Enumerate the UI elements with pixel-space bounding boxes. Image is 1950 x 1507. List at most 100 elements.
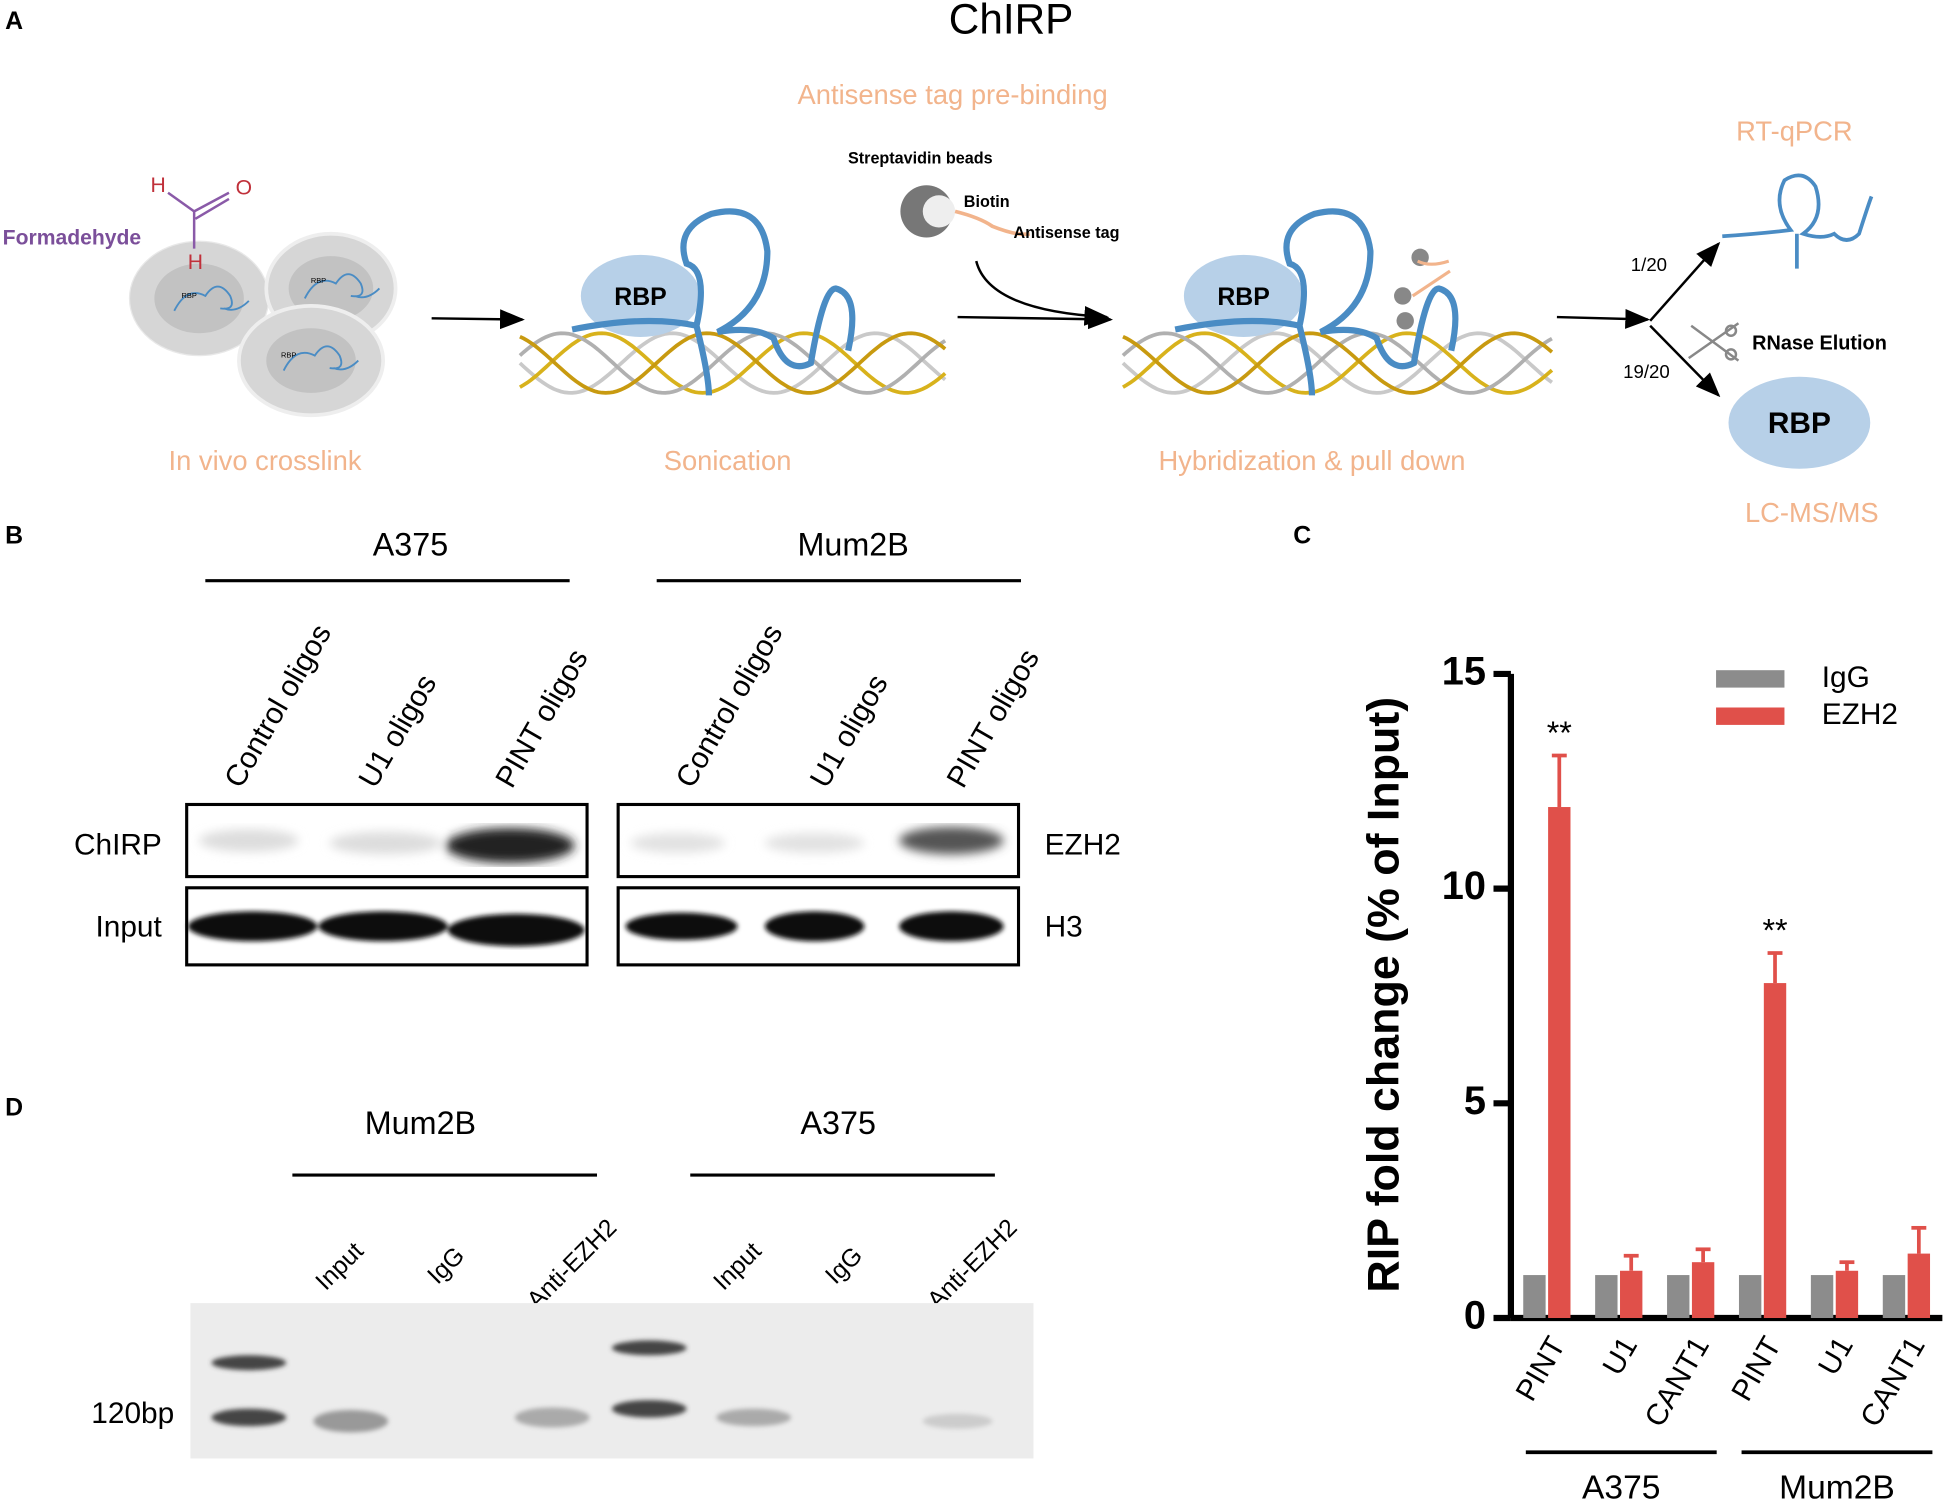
- shape: [211, 1340, 993, 1433]
- dna-strand: [1121, 331, 1554, 395]
- shape: [957, 309, 1114, 330]
- shape: [431, 309, 525, 330]
- shape: [1724, 348, 1738, 361]
- x-tick-label: PINT: [1725, 1331, 1788, 1406]
- dna-strand: [518, 331, 947, 395]
- shape: [185, 886, 589, 967]
- group-label: A375: [1582, 1469, 1660, 1506]
- bar: [1691, 1262, 1715, 1319]
- panel-d: D Mum2B A375 Input IgG Anti-EZH2 Input I…: [5, 1094, 1034, 1459]
- bar: [1810, 1275, 1834, 1319]
- label: Anti-EZH2: [922, 1214, 1023, 1315]
- shape: [1649, 324, 1721, 398]
- shape: [445, 828, 575, 863]
- shape: [190, 1303, 1034, 1459]
- bar: [1738, 1275, 1762, 1319]
- dna-strand: [519, 331, 947, 395]
- significance: **: [1762, 913, 1788, 949]
- shape: [1724, 324, 1738, 337]
- shape: [630, 833, 726, 853]
- bar: [1667, 1275, 1690, 1319]
- shape: [764, 833, 865, 853]
- bar: [1835, 1270, 1859, 1319]
- dna-strand: [1122, 331, 1554, 395]
- y-tick-label: 5: [1464, 1079, 1486, 1123]
- label: Antisense tag: [1014, 224, 1120, 242]
- label: IgG: [422, 1241, 470, 1289]
- bar: [1595, 1275, 1618, 1319]
- shape: [899, 911, 1004, 942]
- shape: [167, 191, 230, 249]
- dna-strand: [518, 331, 947, 395]
- label: Mum2B: [797, 527, 908, 563]
- shape: [211, 1355, 287, 1371]
- x-tick-label: CANT1: [1639, 1331, 1716, 1432]
- label: Control oligos: [670, 619, 790, 793]
- shape: [899, 826, 1004, 855]
- shape: [1174, 208, 1459, 396]
- label: C: [1293, 522, 1311, 550]
- label: Antisense tag pre-binding: [798, 79, 1108, 110]
- label: 1/20: [1631, 254, 1667, 275]
- legend-label: EZH2: [1822, 698, 1898, 731]
- panel-a: A ChIRP Antisense tag pre-binding RBP RB…: [3, 0, 1887, 528]
- label: RNase Elution: [1752, 333, 1887, 355]
- shape: [1411, 248, 1429, 267]
- group-label: Mum2B: [1779, 1469, 1895, 1506]
- legend-swatch: [1716, 670, 1785, 688]
- shape: [611, 1400, 687, 1418]
- shape: [266, 328, 356, 393]
- panel-c: C RIP fold change (% of Input) 0 5 10 15 PIN…: [1293, 522, 1943, 1506]
- y-tick-label: 10: [1442, 864, 1486, 908]
- label: U1 oligos: [804, 669, 895, 793]
- shape: [625, 912, 738, 941]
- label: A: [5, 7, 23, 35]
- label: 19/20: [1623, 361, 1670, 382]
- x-tick-label: CANT1: [1854, 1331, 1931, 1432]
- label: Control oligos: [218, 619, 338, 793]
- shape: [1411, 259, 1451, 298]
- label: U1 oligos: [353, 669, 444, 793]
- shape: [922, 195, 956, 228]
- shape: [1687, 322, 1740, 362]
- shape: [922, 1413, 993, 1429]
- x-tick-label: U1: [1812, 1331, 1860, 1381]
- shape: [329, 831, 442, 855]
- shape: [447, 913, 585, 947]
- label: ChIRP: [74, 829, 162, 862]
- label: B: [5, 522, 23, 550]
- label: H: [188, 251, 203, 274]
- bar: [1763, 983, 1787, 1319]
- label: Input: [95, 911, 162, 944]
- label: ChIRP: [949, 0, 1074, 43]
- legend-label: IgG: [1822, 661, 1870, 694]
- shape: [764, 911, 865, 942]
- label: H: [150, 174, 165, 197]
- label: RBP: [281, 351, 296, 360]
- label: EZH2: [1045, 829, 1121, 862]
- shape: [1121, 331, 1554, 395]
- shape: [1728, 376, 1871, 469]
- shape: [211, 1408, 287, 1427]
- legend-swatch: [1716, 707, 1785, 725]
- label: Formadehyde: [3, 226, 142, 249]
- shape: [173, 285, 250, 312]
- dna-strand: [1121, 331, 1553, 395]
- label: A375: [373, 527, 448, 563]
- shape: [187, 911, 318, 942]
- shape: [611, 1340, 687, 1356]
- significance: **: [1547, 715, 1573, 751]
- label: Streptavidin beads: [848, 149, 993, 167]
- label: Mum2B: [365, 1105, 476, 1141]
- shape: [154, 263, 244, 334]
- panel-b: B A375 Mum2B Control oligos U1 oligos PI…: [5, 522, 1121, 967]
- label: In vivo crosslink: [169, 445, 362, 476]
- shape: [199, 829, 299, 852]
- bar: [1907, 1253, 1931, 1319]
- shape: [199, 826, 1004, 863]
- label: RBP: [614, 283, 667, 311]
- y-tick-label: 15: [1442, 649, 1486, 693]
- label: IgG: [820, 1241, 868, 1289]
- shape: [185, 802, 589, 879]
